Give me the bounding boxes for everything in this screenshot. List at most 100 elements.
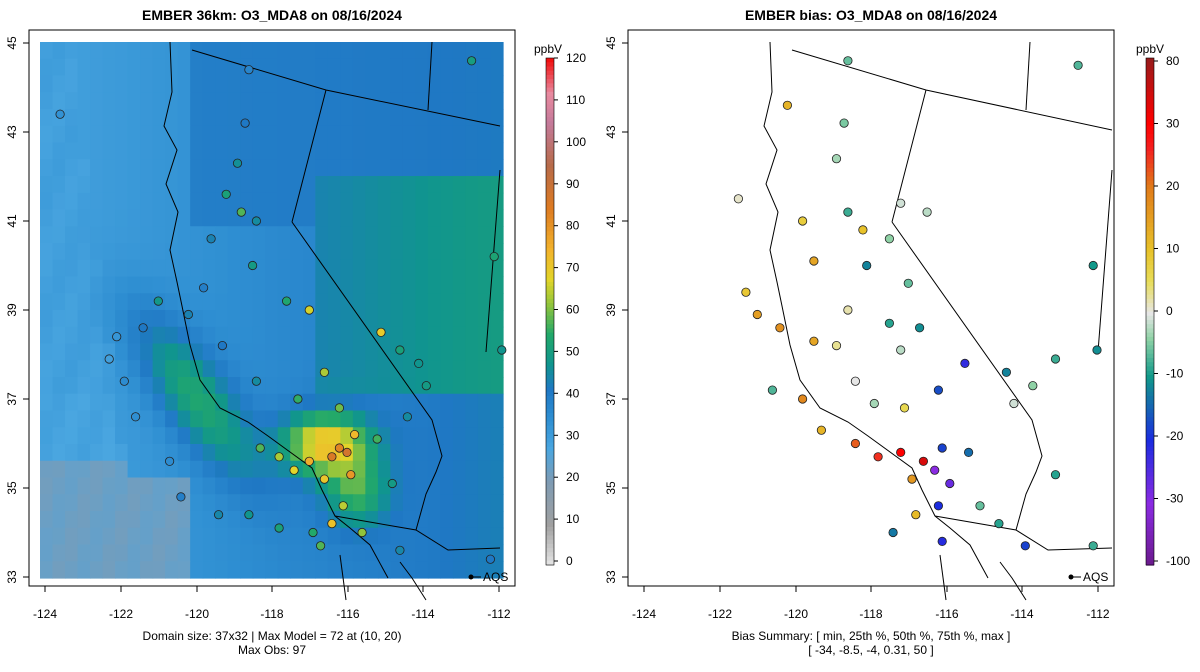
heatmap-cell xyxy=(115,192,129,211)
heatmap-cell xyxy=(440,393,454,412)
heatmap-cell xyxy=(440,511,454,529)
heatmap-cell xyxy=(477,75,492,93)
heatmap-cell xyxy=(340,75,354,93)
heatmap-cell xyxy=(240,293,254,311)
colorbar-segment xyxy=(1146,163,1154,169)
heatmap-cell xyxy=(215,360,229,378)
heatmap-cell xyxy=(127,142,141,160)
heatmap-cell xyxy=(427,410,442,428)
colorbar-tick-label: -10 xyxy=(1166,367,1184,381)
heatmap-cell xyxy=(177,427,191,445)
heatmap-cell xyxy=(190,243,204,261)
panel-bias: EMBER bias: O3_MDA8 on 08/16/2024 -124 -… xyxy=(604,7,1190,657)
heatmap-cell xyxy=(390,494,404,512)
x-tick-label: -120 xyxy=(185,607,209,621)
colorbar-segment xyxy=(546,552,554,558)
heatmap-cell xyxy=(227,427,241,445)
heatmap-cell xyxy=(127,444,141,462)
colorbar-segment xyxy=(1146,180,1154,186)
heatmap-cell xyxy=(202,377,216,395)
heatmap-cell xyxy=(340,92,354,110)
station-marker xyxy=(138,323,148,333)
heatmap-cell xyxy=(102,109,116,127)
heatmap-cell xyxy=(427,310,442,328)
y-tick-label: 39 xyxy=(604,303,618,317)
heatmap-cell xyxy=(190,142,204,160)
heatmap-cell xyxy=(352,75,366,93)
heatmap-cell xyxy=(327,259,341,278)
heatmap-cell xyxy=(290,259,304,278)
heatmap-cell xyxy=(427,343,442,361)
colorbar-segment xyxy=(1146,455,1154,460)
heatmap-cell xyxy=(240,393,254,412)
heatmap-cell xyxy=(465,511,479,529)
heatmap-cell xyxy=(302,561,316,579)
heatmap-cell xyxy=(302,343,316,361)
model-colorbar-frame xyxy=(545,57,555,566)
heatmap-cell xyxy=(365,75,379,93)
heatmap-cell xyxy=(452,92,467,110)
heatmap-cell xyxy=(127,527,141,546)
heatmap-cell xyxy=(277,125,291,144)
heatmap-cell xyxy=(152,192,166,211)
heatmap-cell xyxy=(215,561,229,579)
heatmap-cell xyxy=(415,310,429,328)
heatmap-cell xyxy=(65,527,79,546)
heatmap-cell xyxy=(215,176,229,194)
heatmap-cell xyxy=(315,460,329,479)
heatmap-cell xyxy=(277,109,291,127)
heatmap-cell xyxy=(277,42,291,60)
heatmap-cell xyxy=(227,460,241,479)
heatmap-cell xyxy=(127,243,141,261)
heatmap-cell xyxy=(190,527,204,546)
heatmap-cell xyxy=(115,410,129,428)
heatmap-cell xyxy=(365,243,379,261)
heatmap-cell xyxy=(152,259,166,278)
heatmap-cell xyxy=(402,444,416,462)
heatmap-cell xyxy=(65,75,79,93)
heatmap-cell xyxy=(152,527,166,546)
heatmap-cell xyxy=(390,259,404,278)
heatmap-cell xyxy=(465,92,479,110)
heatmap-cell xyxy=(352,192,366,211)
heatmap-cell xyxy=(265,360,279,378)
colorbar-segment xyxy=(1146,307,1154,313)
heatmap-cell xyxy=(340,226,354,244)
heatmap-cell xyxy=(315,125,329,144)
station-marker xyxy=(937,443,947,453)
colorbar-segment xyxy=(546,281,554,287)
heatmap-cell xyxy=(352,226,366,244)
heatmap-cell xyxy=(177,293,191,311)
heatmap-cell xyxy=(190,92,204,110)
heatmap-cell xyxy=(127,427,141,445)
heatmap-cell xyxy=(427,92,442,110)
heatmap-cell xyxy=(427,360,442,378)
colorbar-segment xyxy=(546,514,554,520)
x-tick-label: -116 xyxy=(336,607,359,621)
heatmap-cell xyxy=(127,276,141,294)
heatmap-cell xyxy=(402,360,416,378)
heatmap-cell xyxy=(490,310,504,328)
heatmap-cell xyxy=(490,511,504,529)
colorbar-segment xyxy=(1146,298,1154,304)
heatmap-cell xyxy=(202,460,216,479)
heatmap-cell xyxy=(427,511,442,529)
heatmap-cell xyxy=(140,477,154,495)
heatmap-cell xyxy=(452,360,467,378)
heatmap-cell xyxy=(440,192,454,211)
heatmap-cell xyxy=(390,326,404,345)
colorbar-segment xyxy=(546,184,554,190)
heatmap-cell xyxy=(252,544,266,562)
heatmap-cell xyxy=(327,125,341,144)
colorbar-segment xyxy=(546,518,554,524)
station-marker xyxy=(387,478,397,489)
colorbar-segment xyxy=(546,193,554,199)
heatmap-cell xyxy=(140,377,154,395)
heatmap-cell xyxy=(190,393,204,412)
station-marker xyxy=(797,216,808,226)
heatmap-cell xyxy=(65,427,79,445)
heatmap-cell xyxy=(340,527,354,546)
heatmap-cell xyxy=(290,343,304,361)
station-marker xyxy=(221,189,231,199)
heatmap-cell xyxy=(265,75,279,93)
